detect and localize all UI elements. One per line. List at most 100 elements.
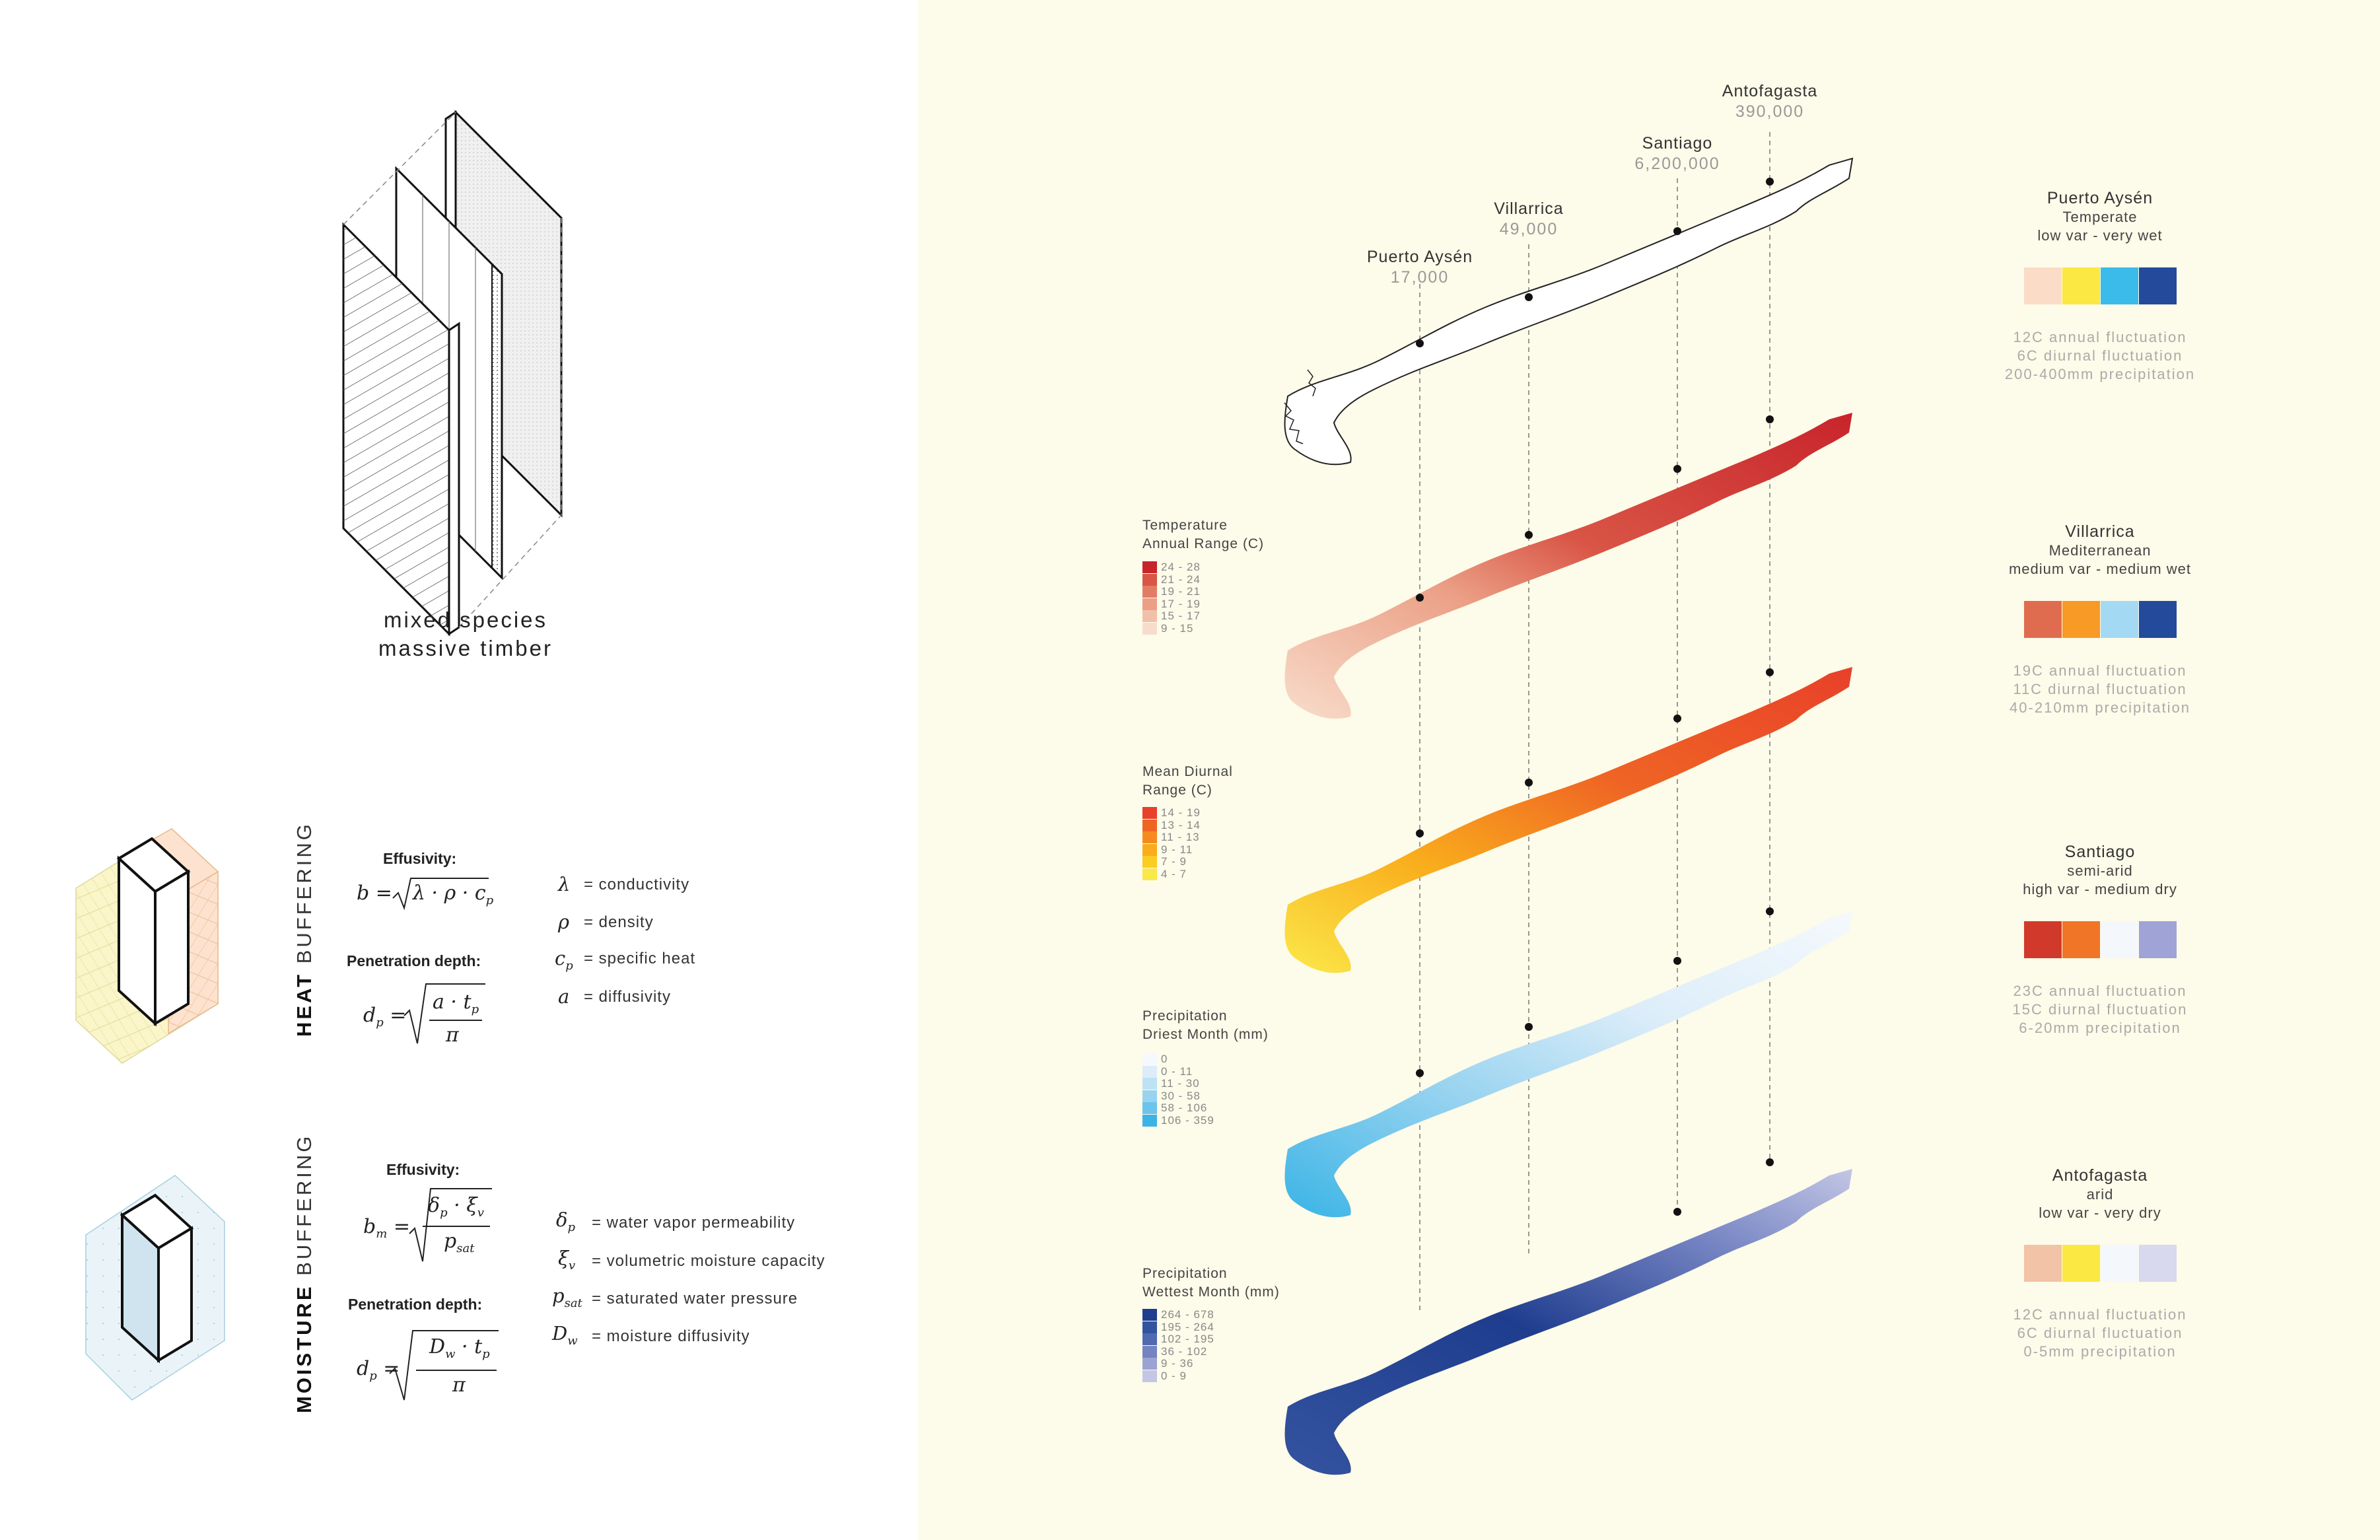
climate-swatch <box>2138 267 2177 304</box>
climate-swatch <box>2138 1245 2177 1282</box>
legend-swatch <box>1142 1090 1157 1102</box>
climate-diurnal: 15C diurnal fluctuation <box>2012 1001 2188 1018</box>
city-name-puerto-aysen: Puerto Aysén <box>1366 248 1473 266</box>
legend-label: 36 - 102 <box>1161 1345 1208 1358</box>
legend-swatch <box>1142 1370 1157 1382</box>
legend-row: 14 - 19 <box>1142 806 1201 819</box>
legend-swatch <box>1142 819 1157 831</box>
climate-profile: medium var - medium wet <box>2008 561 2192 577</box>
climate-city: Puerto Aysén <box>2047 189 2153 207</box>
legend-swatch <box>1142 561 1157 573</box>
legend-swatch <box>1142 868 1157 880</box>
moisture-sym-1: δp <box>556 1208 575 1234</box>
legend-row: 19 - 21 <box>1142 585 1201 598</box>
climate-annual: 12C annual fluctuation <box>2013 329 2187 345</box>
legend-row: 9 - 11 <box>1142 843 1193 856</box>
timber-wall-diagram <box>75 110 563 1401</box>
legend-swatch <box>1142 1065 1157 1078</box>
legend-row: 264 - 678 <box>1142 1308 1214 1321</box>
legend-swatch <box>1142 1345 1157 1358</box>
diurnal-map <box>1284 667 1852 973</box>
moisture-effusivity-head: Effusivity: <box>386 1161 460 1178</box>
legend-swatch <box>1142 856 1157 868</box>
heat-penetration-head: Penetration depth: <box>347 952 481 969</box>
legend-row: 17 - 19 <box>1142 598 1201 610</box>
climate-profile: high var - medium dry <box>2023 881 2177 897</box>
legend-swatch <box>1142 598 1157 610</box>
moisture-sym-4: Dw <box>552 1322 578 1348</box>
climate-swatches <box>1961 267 2239 304</box>
city-name-antofagasta: Antofagasta <box>1722 82 1818 100</box>
city-name-villarrica: Villarrica <box>1494 199 1564 218</box>
legend-label: 58 - 106 <box>1161 1102 1208 1114</box>
legend-label: 0 - 11 <box>1161 1065 1193 1078</box>
legend-row: 30 - 58 <box>1142 1090 1201 1102</box>
wettest-title-1: Precipitation <box>1142 1266 1228 1281</box>
climate-swatch <box>2062 267 2100 304</box>
legend-swatch <box>1142 1309 1157 1321</box>
temperature-map-title: Temperature Annual Range (C) <box>1142 516 1264 553</box>
heat-effusivity-terms: λ · ρ · cp <box>413 882 494 907</box>
climate-diurnal: 6C diurnal fluctuation <box>2017 1325 2183 1341</box>
heat-effusivity-head: Effusivity: <box>383 850 457 867</box>
climate-type: Temperate <box>2062 209 2138 225</box>
driest-month-map <box>1284 907 1852 1218</box>
legend-label: 4 - 7 <box>1161 867 1187 880</box>
heat-effusivity-formula: b = <box>357 882 392 905</box>
heat-sym-desc-3: = specific heat <box>584 950 696 967</box>
legend-label: 13 - 14 <box>1161 818 1201 831</box>
heat-penetration-numerator: a · tp <box>433 991 479 1016</box>
wettest-month-map <box>1284 1158 1852 1475</box>
legend-label: 11 - 13 <box>1161 831 1200 843</box>
climate-diurnal: 6C diurnal fluctuation <box>2017 347 2183 364</box>
panel-title-line2: massive timber <box>378 636 553 660</box>
legend-label: 30 - 58 <box>1161 1089 1201 1102</box>
climate-profile: low var - very dry <box>2039 1205 2161 1221</box>
moisture-penetration-formula: dp = <box>357 1357 400 1383</box>
legend-label: 24 - 28 <box>1161 561 1201 573</box>
climate-swatch <box>2062 1245 2100 1282</box>
outline-map <box>1284 158 1853 466</box>
legend-label: 14 - 19 <box>1161 806 1201 819</box>
legend-row: 0 <box>1142 1053 1168 1065</box>
moisture-penetration-numerator: Dw · tp <box>429 1335 490 1361</box>
climate-type: Mediterranean <box>2048 542 2152 559</box>
legend-label: 195 - 264 <box>1161 1320 1214 1333</box>
legend-label: 17 - 19 <box>1161 597 1201 610</box>
heat-sym-2: ρ <box>558 911 570 933</box>
legend-label: 106 - 359 <box>1161 1113 1214 1127</box>
climate-precip: 200-400mm precipitation <box>2004 366 2196 382</box>
climate-precip: 40-210mm precipitation <box>2010 699 2190 716</box>
city-pop-puerto-aysen: 17,000 <box>1390 268 1450 287</box>
legend-label: 9 - 36 <box>1161 1357 1194 1370</box>
climate-swatch <box>2023 1245 2062 1282</box>
moisture-sym-desc-3: = saturated water pressure <box>592 1290 798 1308</box>
climate-swatch <box>2100 1245 2138 1282</box>
climate-type: semi-arid <box>2067 862 2133 879</box>
moisture-sym-desc-1: = water vapor permeability <box>592 1214 796 1232</box>
diurnal-title-2: Range (C) <box>1142 783 1212 798</box>
legend-swatch <box>1142 1102 1157 1114</box>
legend-swatch <box>1142 831 1157 843</box>
climate-swatches <box>1961 601 2239 638</box>
legend-label: 19 - 21 <box>1161 585 1201 598</box>
climate-swatch <box>2138 921 2177 958</box>
legend-swatch <box>1142 1114 1157 1127</box>
climate-block: Villarrica Mediterranean medium var - medi… <box>1961 522 2239 717</box>
city-guides <box>1419 132 1770 1314</box>
climate-swatch <box>2023 601 2062 638</box>
moisture-penetration-denominator: π <box>452 1374 466 1397</box>
panel-title-line1: mixed species <box>383 608 548 632</box>
city-name-santiago: Santiago <box>1642 134 1713 153</box>
climate-swatch <box>2100 601 2138 638</box>
heat-sym-1: λ <box>558 873 571 895</box>
legend-swatch <box>1142 1078 1157 1090</box>
legend-row: 106 - 359 <box>1142 1113 1214 1127</box>
diurnal-map-title: Mean Diurnal Range (C) <box>1142 763 1233 800</box>
city-pop-antofagasta: 390,000 <box>1735 102 1805 121</box>
heat-sym-desc-1: = conductivity <box>584 876 690 893</box>
front-panel <box>342 222 460 637</box>
legend-row: 11 - 30 <box>1142 1077 1200 1090</box>
climate-swatch <box>2138 601 2177 638</box>
driest-title-1: Precipitation <box>1142 1008 1228 1024</box>
